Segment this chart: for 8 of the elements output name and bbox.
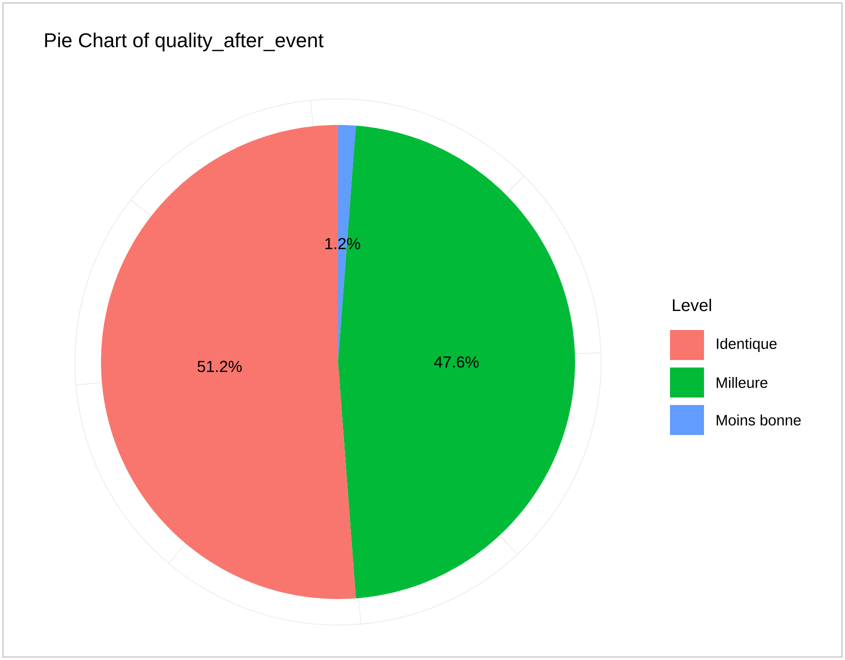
data-label: 1.2%	[325, 238, 360, 250]
chart-title: Pie Chart of quality_after_event	[45, 32, 324, 52]
legend-label: Moins bonne	[716, 414, 801, 426]
legend-label: Milleure	[716, 376, 768, 388]
legend-label: Identique	[716, 338, 777, 352]
legend-title: Level	[672, 298, 712, 312]
data-label: 51.2%	[198, 360, 242, 372]
data-label: 47.6%	[434, 356, 479, 368]
